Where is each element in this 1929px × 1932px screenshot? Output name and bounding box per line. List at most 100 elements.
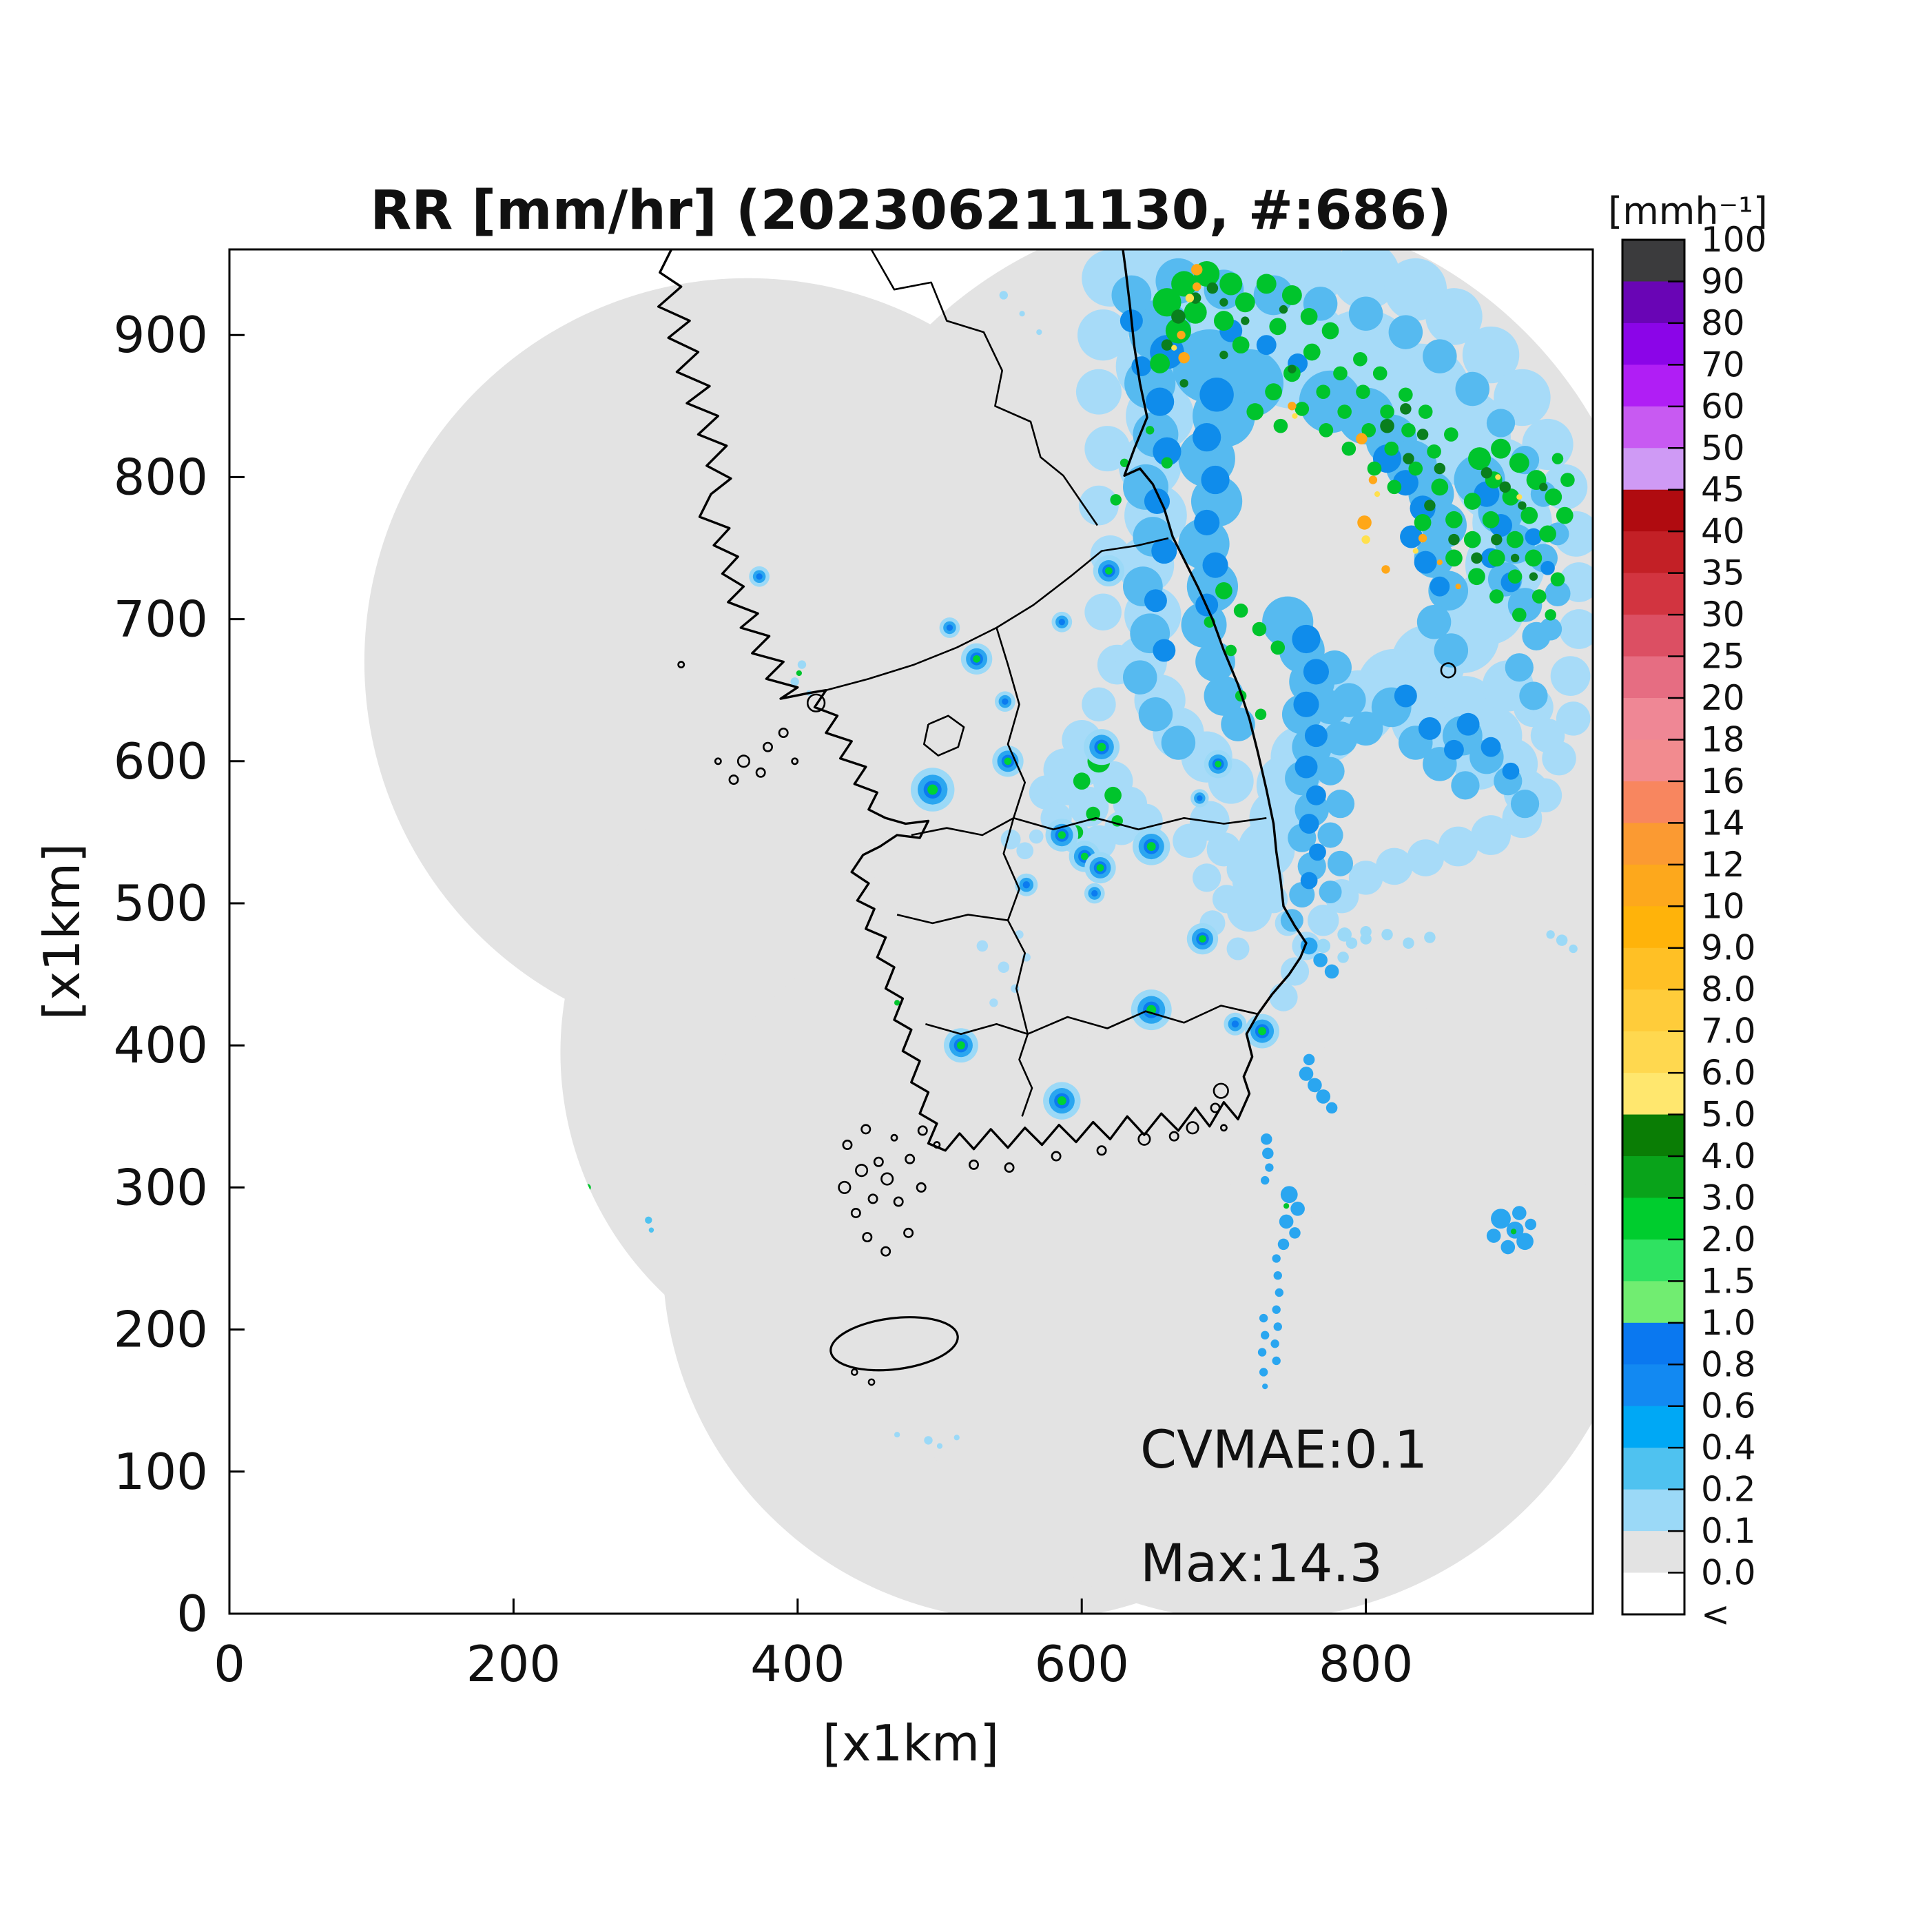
colorbar-cell xyxy=(1622,1572,1684,1615)
rain-cell xyxy=(1150,353,1170,373)
colorbar-cell xyxy=(1622,989,1684,1032)
rain-cell xyxy=(1332,249,1401,310)
colorbar-tick-label: 10 xyxy=(1701,886,1745,926)
rain-cell xyxy=(1525,528,1543,546)
rain-cell xyxy=(1506,531,1524,548)
echo-ring xyxy=(1096,864,1104,872)
rain-cell xyxy=(1416,429,1429,440)
rain-cell xyxy=(1104,786,1122,804)
colorbar-tick-label: 5.0 xyxy=(1701,1095,1756,1135)
y-tick-label: 200 xyxy=(114,1301,208,1359)
rain-cell xyxy=(1272,1356,1281,1366)
rain-cell xyxy=(1539,617,1562,641)
rain-cell xyxy=(1193,282,1201,291)
rain-cell xyxy=(1233,603,1248,618)
island-outline xyxy=(1213,1082,1229,1099)
rain-cell xyxy=(1481,466,1493,479)
island-outline xyxy=(1004,1162,1015,1173)
jeju-island-outline xyxy=(829,1316,959,1372)
island-outline xyxy=(1210,1102,1221,1113)
rain-cell xyxy=(1246,403,1264,420)
rain-cell xyxy=(1292,624,1321,654)
rain-cell xyxy=(1212,885,1241,914)
province-border xyxy=(1002,817,1020,921)
rain-cell xyxy=(1462,326,1520,384)
rain-cell xyxy=(1559,609,1593,649)
rain-cell xyxy=(1445,549,1463,567)
rain-cell xyxy=(1327,850,1354,876)
echo-ring xyxy=(1197,795,1203,801)
rain-cell xyxy=(1309,843,1326,861)
rain-cell xyxy=(1399,387,1413,402)
rain-speck xyxy=(648,1227,654,1233)
rain-cell xyxy=(1261,1133,1272,1145)
rain-cell xyxy=(1171,271,1197,297)
rain-cell xyxy=(1288,364,1297,373)
rain-cell xyxy=(1545,580,1571,607)
colorbar-tick-label: 0.2 xyxy=(1701,1470,1756,1510)
rain-cell xyxy=(1436,559,1443,566)
rain-cell xyxy=(1151,538,1177,564)
rain-cell xyxy=(1491,1209,1511,1229)
colorbar-tick-label: 0.1 xyxy=(1701,1511,1756,1551)
rain-cell xyxy=(989,998,998,1007)
province-border xyxy=(825,537,1169,691)
rain-cell xyxy=(1468,568,1485,586)
rain-cell xyxy=(1185,294,1195,302)
rain-cell xyxy=(1304,724,1328,748)
rain-cell xyxy=(1300,308,1318,325)
rain-cell xyxy=(1529,572,1538,581)
rain-cell xyxy=(1256,335,1277,356)
echo-ring xyxy=(1199,935,1206,943)
y-tick-label: 100 xyxy=(114,1443,208,1501)
province-border xyxy=(1027,1005,1259,1035)
rain-cell xyxy=(1201,465,1230,495)
rain-cell xyxy=(1368,475,1378,484)
rain-cell xyxy=(1357,515,1372,530)
rain-cell xyxy=(1427,444,1441,459)
y-tick-label: 800 xyxy=(114,448,208,506)
rain-cell xyxy=(1372,366,1388,381)
rain-cell xyxy=(1337,952,1349,963)
rain-cell xyxy=(1489,589,1504,604)
colorbar-cell xyxy=(1622,1489,1684,1532)
rain-cell xyxy=(1394,684,1417,708)
island-outline xyxy=(860,1124,871,1135)
rain-cell xyxy=(1333,366,1348,381)
rain-cell xyxy=(1416,604,1452,639)
rain-cell xyxy=(1463,493,1481,510)
rain-cell xyxy=(1408,461,1423,476)
province-border xyxy=(870,249,1098,526)
rain-cell xyxy=(1400,525,1423,548)
x-tick-label: 400 xyxy=(750,1635,845,1693)
rain-cell xyxy=(1424,500,1436,511)
rain-cell xyxy=(1323,721,1358,756)
rain-cell xyxy=(924,1436,933,1445)
colorbar-tick-label: 30 xyxy=(1701,595,1745,635)
island-outline xyxy=(677,661,685,669)
rain-cell xyxy=(1337,404,1352,419)
rain-cell xyxy=(1418,404,1433,419)
island-outline xyxy=(1168,1131,1179,1142)
island-outline xyxy=(1137,1132,1151,1146)
colorbar-tick-label: 2.0 xyxy=(1701,1220,1756,1260)
colorbar-cell xyxy=(1622,739,1684,782)
rain-cell xyxy=(1289,1227,1301,1239)
colorbar-cell xyxy=(1622,698,1684,741)
rainfall-field xyxy=(580,249,1593,1449)
rain-cell xyxy=(1259,885,1288,914)
rain-cell xyxy=(1487,549,1505,567)
rain-cell xyxy=(1468,447,1492,471)
island-outline xyxy=(867,1193,878,1204)
rain-cell xyxy=(1277,1238,1290,1251)
rain-cell xyxy=(790,677,799,686)
rain-cell xyxy=(1252,621,1267,637)
rain-cell xyxy=(797,660,807,669)
rain-cell xyxy=(1348,861,1383,895)
island-outline xyxy=(763,741,773,752)
rain-cell xyxy=(1491,533,1503,546)
rain-cell xyxy=(1380,404,1394,419)
rain-cell xyxy=(1261,1175,1270,1185)
rain-cell xyxy=(1199,378,1234,412)
